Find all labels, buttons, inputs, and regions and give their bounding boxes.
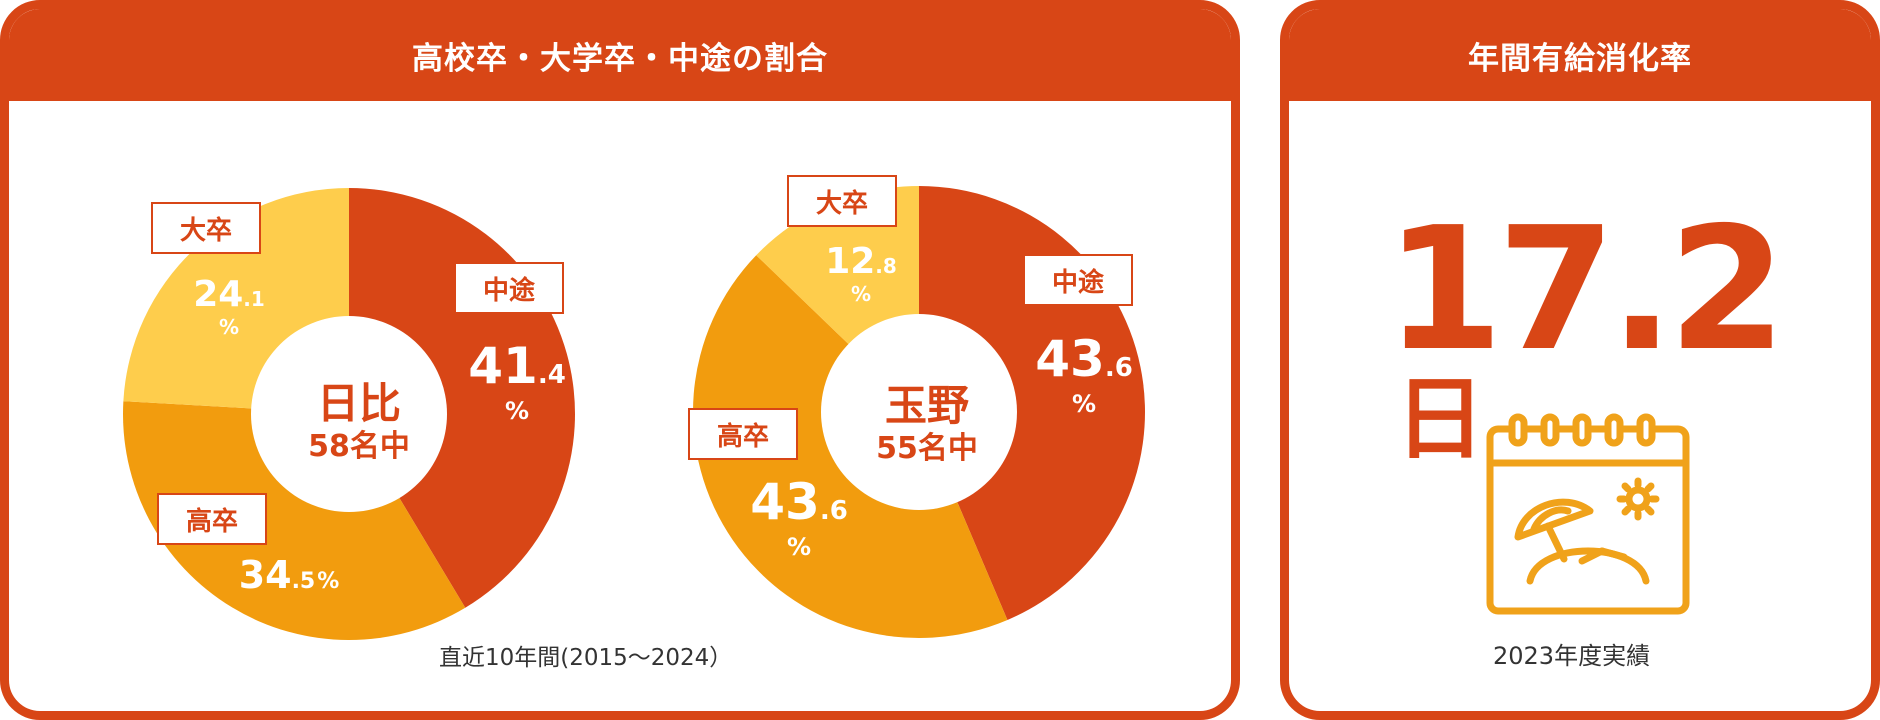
donut-hibi [122, 188, 576, 640]
value-decimal: .2 [1609, 191, 1787, 389]
pct-value: 12 [825, 241, 876, 282]
tag-daisotsu-tamano: 大卒 [787, 175, 897, 227]
tag-kousotsu-tamano: 高卒 [688, 408, 798, 460]
paid-leave-value: 17.2日 [1385, 205, 1871, 465]
slice-kousotsu [122, 401, 466, 640]
pct-kousotsu-tamano: 43.6 % [734, 477, 864, 559]
ratio-card-title: 高校卒・大学卒・中途の割合 [9, 9, 1231, 101]
paid-leave-title: 年間有給消化率 [1289, 9, 1871, 101]
center-count: 58名中 [308, 429, 410, 465]
pct-chukan-hibi: 41.4 % [457, 341, 577, 423]
pct-value: 24 [193, 274, 244, 315]
pct-decimal: .1 [243, 287, 265, 311]
center-name: 玉野 [884, 381, 969, 430]
pct-unit: % [317, 569, 340, 594]
ratio-card: 高校卒・大学卒・中途の割合 大卒 中途 高卒 24.1 % 41.4 % 34.… [0, 0, 1240, 720]
center-tamano: 玉野 55名中 [827, 381, 1027, 467]
pct-unit: % [786, 533, 812, 561]
tag-chukan-hibi: 中途 [454, 262, 564, 314]
pct-decimal: .4 [537, 360, 566, 390]
period-note: 直近10年間(2015～2024） [439, 645, 733, 671]
value-unit: 日 [1395, 367, 1485, 472]
pct-kousotsu-hibi: 34.5% [229, 556, 349, 594]
pct-decimal: .6 [1104, 353, 1133, 383]
donut-hole [821, 314, 1017, 510]
center-hibi: 日比 58名中 [259, 379, 459, 465]
pct-unit: % [218, 315, 240, 339]
value-int: 17 [1385, 191, 1616, 389]
center-count: 55名中 [876, 431, 978, 467]
center-name: 日比 [316, 379, 401, 428]
fiscal-year-note: 2023年度実績 [1493, 642, 1651, 670]
calendar-beach-icon [1486, 413, 1690, 615]
pct-daisotsu-hibi: 24.1 % [189, 274, 269, 339]
pct-value: 43 [750, 473, 820, 531]
pct-daisotsu-tamano: 12.8 % [821, 241, 901, 306]
tag-kousotsu-hibi: 高卒 [157, 493, 267, 545]
pct-decimal: .5 [291, 569, 316, 594]
pct-value: 34 [238, 553, 292, 597]
tag-chukan-tamano: 中途 [1023, 254, 1133, 306]
pct-unit: % [504, 397, 530, 425]
pct-value: 43 [1035, 330, 1105, 388]
tag-daisotsu-hibi: 大卒 [151, 202, 261, 254]
pct-value: 41 [468, 337, 538, 395]
value-number: 17.2 [1385, 191, 1787, 389]
pct-decimal: .8 [875, 254, 897, 278]
pct-chukan-tamano: 43.6 % [1019, 334, 1149, 416]
paid-leave-card: 年間有給消化率 17.2日 2023年度実績 [1280, 0, 1880, 720]
donut-hole [251, 316, 447, 512]
pct-unit: % [1071, 390, 1097, 418]
pct-unit: % [850, 282, 872, 306]
pct-decimal: .6 [819, 496, 848, 526]
